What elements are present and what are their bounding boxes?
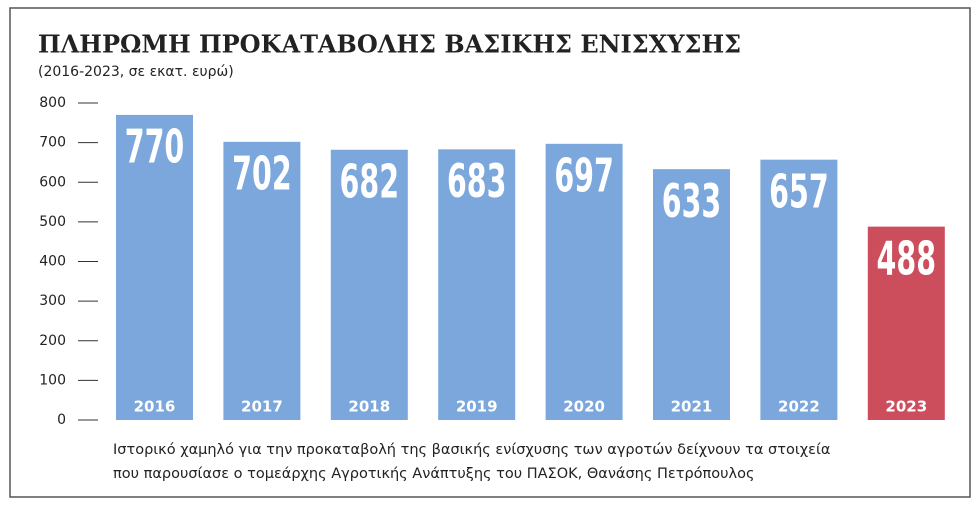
y-tick-label: 600 [39, 174, 66, 190]
x-tick-label: 2023 [885, 398, 927, 416]
x-tick-label: 2019 [456, 398, 498, 416]
bar [653, 169, 730, 420]
value-label: 488 [877, 232, 937, 286]
y-tick-label: 500 [39, 214, 66, 230]
x-tick-label: 2018 [348, 398, 390, 416]
value-label: 683 [447, 155, 507, 209]
bar [760, 159, 838, 420]
bar [438, 149, 516, 420]
y-tick-label: 200 [39, 333, 66, 349]
bar [116, 114, 193, 420]
bar [330, 149, 408, 420]
value-label: 682 [340, 155, 400, 209]
y-tick-label: 400 [39, 254, 66, 270]
y-tick-label: 100 [39, 372, 66, 388]
x-tick-label: 2021 [671, 398, 713, 416]
value-label: 697 [554, 149, 614, 203]
x-tick-label: 2016 [134, 398, 176, 416]
chart-title: ΠΛΗΡΩΜΗ ΠΡΟΚΑΤΑΒΟΛΗΣ ΒΑΣΙΚΗΣ ΕΝΙΣΧΥΣΗΣ [38, 30, 741, 59]
x-tick-label: 2017 [241, 398, 283, 416]
bar [545, 143, 623, 420]
caption: Ιστορικό χαμηλό για την προκαταβολή της … [113, 442, 830, 458]
chart-subtitle: (2016-2023, σε εκατ. ευρώ) [38, 64, 234, 80]
x-tick-label: 2022 [778, 398, 820, 416]
caption: που παρουσίασε ο τομεάρχης Αγροτικής Ανά… [113, 466, 754, 482]
y-tick-label: 800 [39, 95, 66, 111]
bar [223, 141, 301, 420]
y-tick-label: 0 [57, 412, 66, 428]
y-tick-label: 700 [39, 135, 66, 151]
value-label: 770 [125, 120, 185, 174]
bar [867, 226, 945, 420]
value-label: 702 [232, 147, 292, 201]
value-label: 657 [769, 165, 829, 219]
value-label: 633 [662, 175, 722, 229]
x-tick-label: 2020 [563, 398, 605, 416]
y-tick-label: 300 [39, 293, 66, 309]
